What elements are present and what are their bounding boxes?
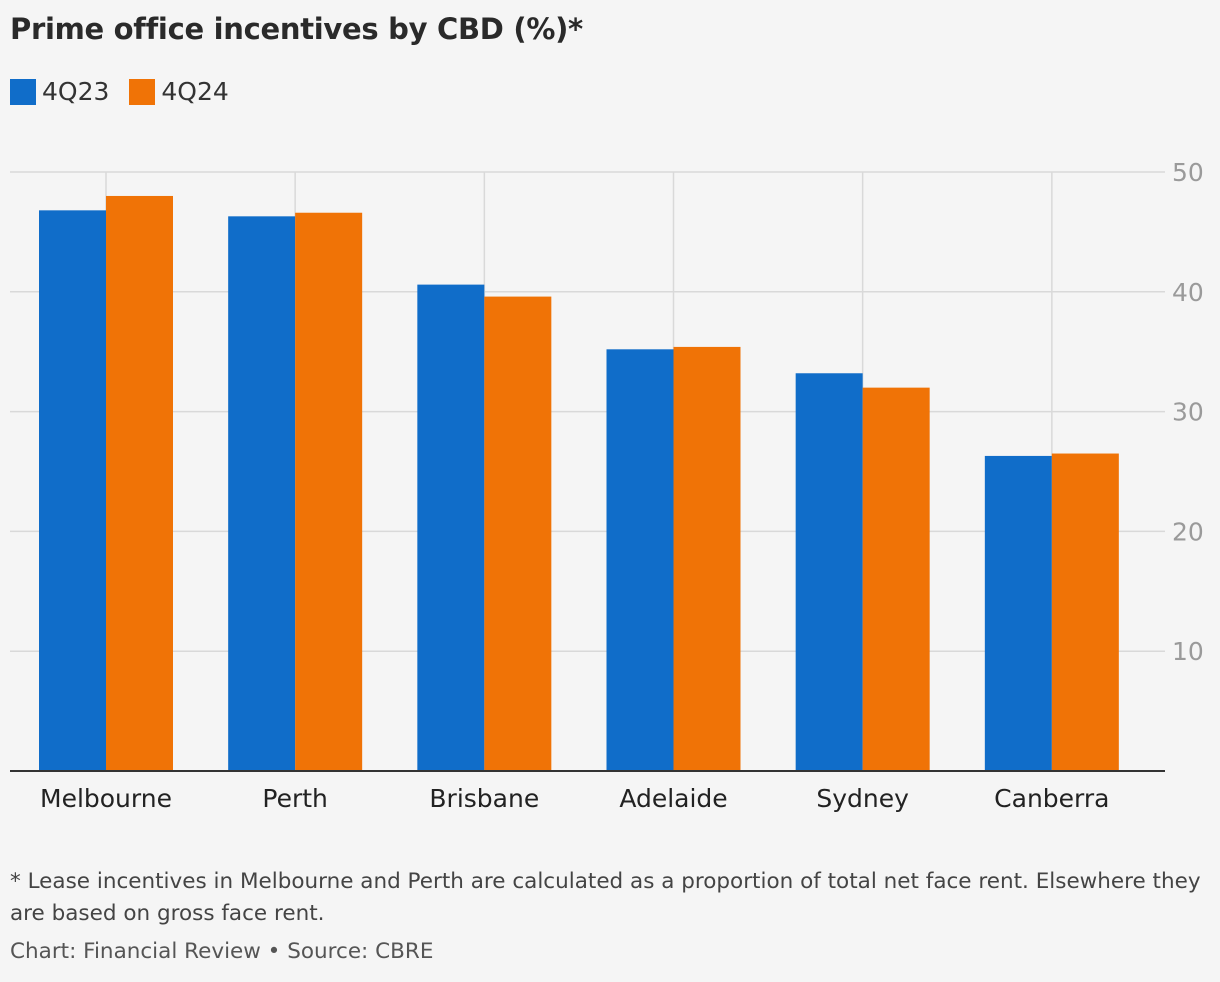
bar-4q24-brisbane	[484, 296, 552, 771]
y-tick-label: 50	[1172, 158, 1204, 187]
legend: 4Q23 4Q24	[10, 77, 249, 106]
x-tick-label: Sydney	[816, 784, 909, 813]
bar-4q24-canberra	[1051, 453, 1119, 771]
legend-label-4q24: 4Q24	[161, 77, 229, 106]
footnote: * Lease incentives in Melbourne and Pert…	[10, 869, 1201, 926]
bar-4q23-sydney	[795, 373, 863, 771]
x-tick-label: Canberra	[994, 784, 1109, 813]
bar-4q24-adelaide	[673, 346, 741, 771]
bar-4q23-brisbane	[417, 284, 485, 771]
bar-4q24-sydney	[862, 387, 930, 771]
legend-swatch-4q23	[10, 78, 36, 105]
y-tick-label: 10	[1172, 637, 1204, 666]
y-tick-label: 30	[1172, 398, 1204, 427]
legend-label-4q23: 4Q23	[42, 77, 110, 106]
bar-4q24-melbourne	[106, 195, 173, 771]
x-tick-label: Melbourne	[40, 784, 172, 813]
bar-4q23-melbourne	[39, 210, 106, 771]
bar-4q23-perth	[228, 216, 296, 772]
bar-4q24-perth	[295, 212, 363, 771]
legend-item-4q24: 4Q24	[129, 77, 229, 106]
bar-chart: 10 20 30 40 50 Melbourne Perth Brisbane Adelaide…	[10, 158, 1204, 813]
y-tick-label: 20	[1172, 517, 1204, 546]
bar-4q23-canberra	[984, 455, 1052, 771]
legend-item-4q23: 4Q23	[10, 77, 109, 106]
x-tick-label: Brisbane	[429, 784, 539, 813]
legend-swatch-4q24	[129, 78, 156, 105]
y-tick-label: 40	[1172, 278, 1204, 307]
chart-title: Prime office incentives by CBD (%)*	[10, 12, 583, 46]
x-tick-label: Adelaide	[619, 784, 727, 813]
x-tick-label: Perth	[262, 784, 328, 813]
bar-4q23-adelaide	[606, 349, 674, 771]
source-credit: Chart: Financial Review • Source: CBRE	[10, 939, 434, 964]
